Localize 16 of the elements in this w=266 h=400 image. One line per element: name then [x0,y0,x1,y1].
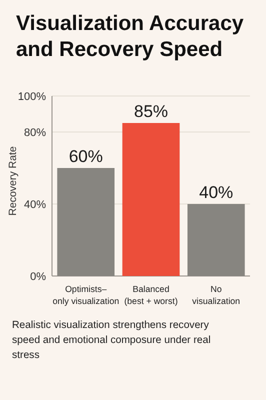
bar [187,204,245,276]
x-tick-label: Optimists–only visualization [52,284,120,306]
y-tick-label: 80% [24,126,46,139]
y-tick-label: 0% [30,270,46,283]
x-tick-label: Balanced (best + worst) [124,284,178,306]
data-label: 60% [68,147,103,166]
chart-title: Visualization Accuracy and Recovery Speed [16,12,244,61]
y-axis-title: Recovery Rate [7,146,19,216]
data-label: 40% [199,183,234,202]
x-tick-label: No visualization [192,284,240,306]
y-tick-label: 40% [24,198,46,211]
text: Realistic visualization strengthens recovery speed and emotional composure under real stress [12,320,211,361]
bar [122,123,180,276]
y-tick-label: 100% [18,90,46,103]
bar [57,168,115,276]
data-label: 85% [134,102,168,121]
